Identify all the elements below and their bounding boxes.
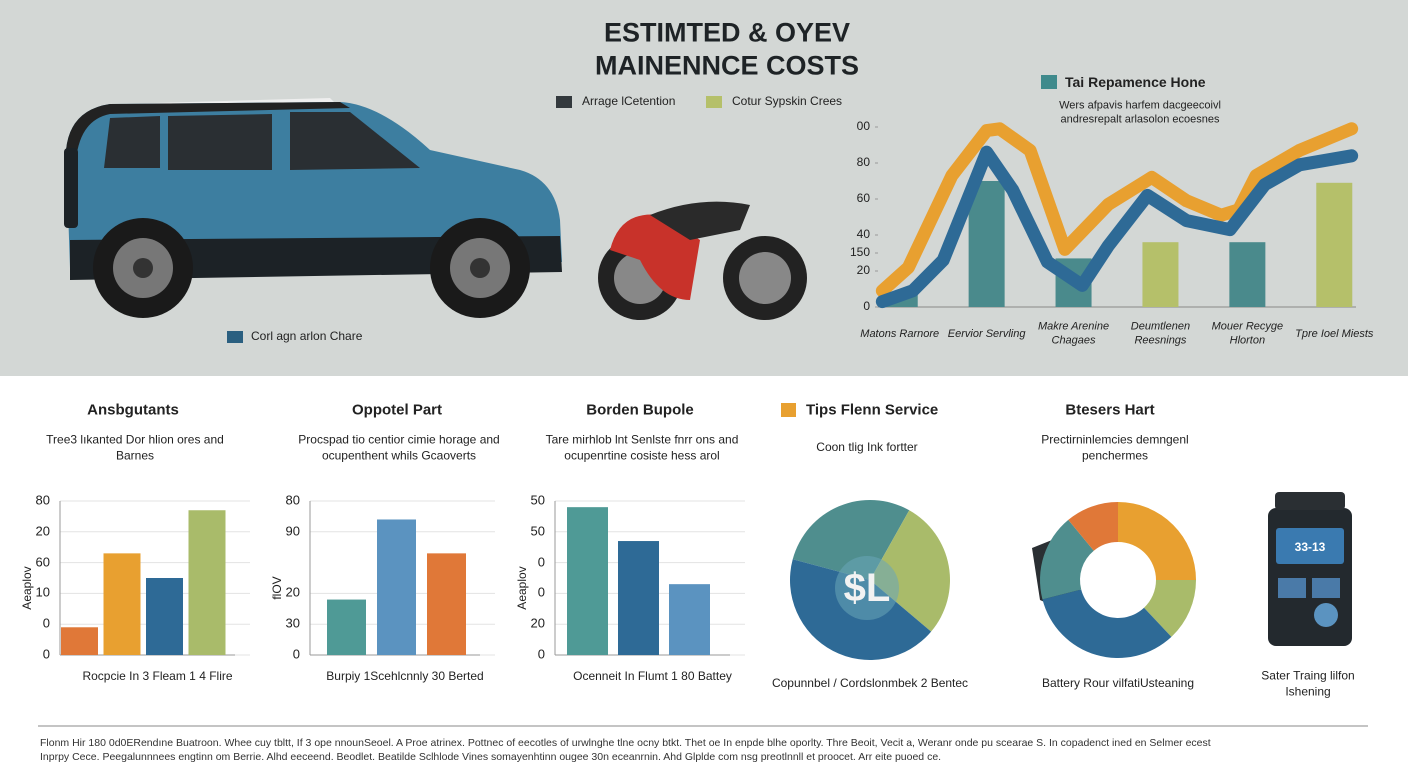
y-tick-label: 20 <box>856 263 870 278</box>
y-tick-label: 80 <box>856 155 870 170</box>
x-tick-label: Tpre Ioel Miests <box>1295 327 1374 340</box>
y-tick-label: 20 <box>285 584 300 600</box>
bar <box>669 584 710 655</box>
y-tick-label: 0 <box>42 646 50 662</box>
bar <box>377 519 416 655</box>
chart-caption: Copunnbel / Cordslonmbek 2 Bentec <box>771 676 969 691</box>
pie-slice <box>1040 519 1094 600</box>
chart-title: Oppotel Part <box>351 401 443 419</box>
bar <box>103 553 141 655</box>
center-label: $L <box>843 566 891 610</box>
footer-text: Flonm Hir 180 0d0ERendıne Buatroon. Whee… <box>40 737 1211 750</box>
x-tick-label: Eervior Servling <box>947 327 1026 340</box>
y-tick-label: 0 <box>537 646 545 662</box>
legend-label: Arrage lCetention <box>582 94 676 109</box>
y-tick-label: 50 <box>530 492 545 508</box>
x-tick-label: Deumtlenen Reesnings <box>1130 320 1191 347</box>
bar <box>968 181 1005 307</box>
car-caption: Corl agn arlon Chare <box>251 329 363 344</box>
bar <box>61 627 98 655</box>
pie-slice <box>870 510 950 632</box>
pie-slice <box>1144 580 1196 637</box>
y-tick-label: 10 <box>35 584 50 600</box>
x-tick-label: Makre Arenine Chagaes <box>1037 320 1110 347</box>
bar <box>1316 182 1353 307</box>
y-tick-label: 0 <box>863 299 870 314</box>
y-tick-label: 0 <box>292 646 300 662</box>
title: MAINENNCE COSTS <box>594 50 860 81</box>
chart-title: Borden Bupole <box>586 401 694 419</box>
y-tick-label: 40 <box>856 227 870 242</box>
y-tick-label: 90 <box>285 523 300 539</box>
pie-slice <box>1042 589 1172 658</box>
y-tick-label: 80 <box>35 492 50 508</box>
title: ESTIMTED & OYEV <box>603 17 851 48</box>
center-badge <box>835 556 899 620</box>
line-series <box>875 145 1359 309</box>
line-series <box>875 122 1359 298</box>
chart-subtitle: Tare mirhlob lnt Senlste fnrr ons and oc… <box>545 432 739 462</box>
chart-subtitle: Tree3 lıkanted Dor hlion ores and Barnes <box>46 432 224 462</box>
legend-swatch <box>781 403 796 417</box>
chart-title: Tai Repamence Hone <box>1065 73 1206 90</box>
x-axis-label: Ocenneit In Flumt 1 80 Battey <box>573 669 732 684</box>
x-axis-label: Burpiy 1Scehlcnnly 30 Berted <box>326 669 484 684</box>
y-tick-label: 60 <box>35 554 50 570</box>
car-illustration <box>64 98 562 318</box>
pie-slice <box>1118 502 1196 580</box>
y-tick-label: 0 <box>42 615 50 631</box>
y-axis-label: flOV <box>270 576 285 600</box>
device-caption: Sater Traing lilfon Ishening <box>1261 668 1355 698</box>
y-tick-label: 0 <box>537 584 545 600</box>
legend-swatch <box>706 96 722 108</box>
legend-swatch <box>1041 75 1057 89</box>
chart-title: Btesers Hart <box>1065 401 1155 419</box>
bar <box>327 599 366 655</box>
x-tick-label: Matons Rarnore <box>860 327 940 340</box>
pie-slice <box>1068 502 1118 551</box>
y-tick-label: 150 <box>849 245 870 260</box>
chart-subtitle: Prectirninlemcies demngenl penchermes <box>1041 432 1189 462</box>
device-screen-text: 33-13 <box>1294 540 1326 555</box>
x-axis-label: Rocpcie In 3 Fleam 1 4 Flire <box>82 669 233 684</box>
y-tick-label: 30 <box>285 615 300 631</box>
chart-title: Ansbgutants <box>87 401 179 419</box>
x-tick-label: Mouer Recyge Hlorton <box>1211 320 1284 347</box>
legend-swatch <box>556 96 572 108</box>
y-axis-label: Aeaplov <box>20 566 35 610</box>
bar <box>1229 242 1266 307</box>
battery-device-icon <box>1268 492 1352 646</box>
bar <box>1142 242 1179 307</box>
motorcycle-illustration <box>598 201 807 320</box>
legend-swatch <box>227 331 243 343</box>
y-tick-label: 20 <box>530 615 545 631</box>
y-tick-label: 20 <box>35 523 50 539</box>
bar <box>618 541 659 655</box>
bar <box>567 507 608 655</box>
chart-title: Tips Flenn Service <box>806 401 939 419</box>
y-axis-label: Aeaplov <box>515 566 530 610</box>
chart-caption: Battery Rour vilfatiUsteaning <box>1041 676 1195 691</box>
bar <box>427 553 466 655</box>
chart-subtitle: Wers afpavis harfem dacgeecoivl andresre… <box>1059 99 1221 126</box>
y-tick-label: 60 <box>856 191 870 206</box>
y-tick-label: 0 <box>537 554 545 570</box>
footer-text: Inprpy Cece. Peegalunnnees engtinn om Be… <box>40 751 942 764</box>
bar <box>146 578 183 655</box>
y-tick-label: 50 <box>530 523 545 539</box>
chart-subtitle: Coon tlig Ink fortter <box>816 440 918 455</box>
bar <box>188 510 226 655</box>
chart-subtitle: Procspad tio centior cimie horage and oc… <box>298 432 500 462</box>
y-tick-label: 80 <box>285 492 300 508</box>
legend-label: Cotur Sypskin Crees <box>732 94 843 109</box>
y-tick-label: 00 <box>856 119 870 134</box>
